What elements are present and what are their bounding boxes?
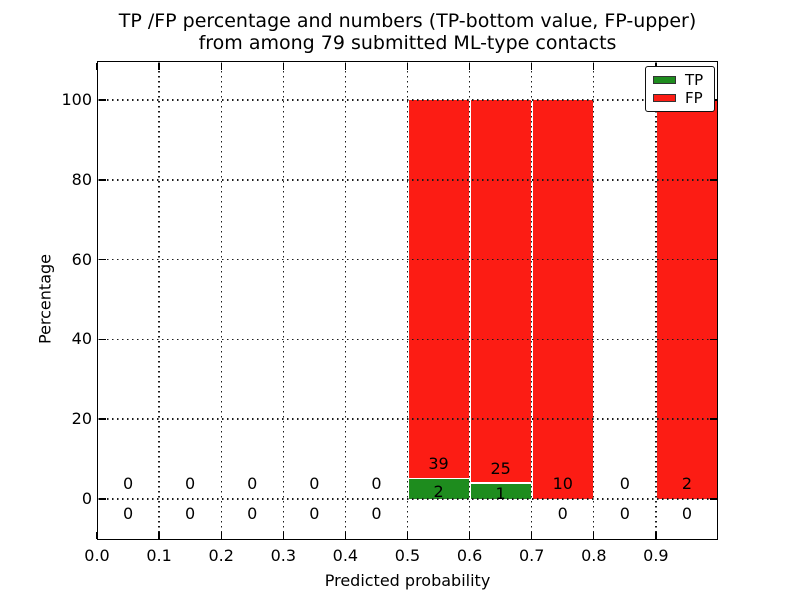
tp-count-label: 0 xyxy=(681,503,693,523)
x-tick-mark-top xyxy=(158,62,160,70)
x-tick-mark-top xyxy=(468,62,471,70)
x-tick-mark-bottom xyxy=(344,531,347,539)
x-tick-label: 0.6 xyxy=(456,546,483,565)
tp-count-label: 0 xyxy=(619,503,630,523)
v-gridline xyxy=(655,61,657,540)
y-tick-mark-left xyxy=(98,498,106,500)
bars-layer xyxy=(97,61,718,540)
x-tick-mark-top xyxy=(531,62,533,70)
v-gridline xyxy=(344,61,347,540)
y-tick-mark-right xyxy=(709,498,717,500)
x-tick-mark-top xyxy=(593,62,595,70)
tp-bar-segment xyxy=(408,479,469,499)
v-gridline xyxy=(220,61,222,540)
v-gridline xyxy=(468,61,471,540)
y-tick-label: 60 xyxy=(71,249,92,269)
x-tick-mark-bottom xyxy=(406,531,409,539)
y-tick-mark-right xyxy=(709,258,717,261)
y-tick-mark-left xyxy=(98,338,106,341)
tp-count-label: 0 xyxy=(122,503,134,523)
x-tick-label: 0.8 xyxy=(581,546,607,565)
fp-bar-segment xyxy=(656,100,717,499)
tp-count-label: 0 xyxy=(247,503,258,523)
x-tick-mark-top xyxy=(282,62,284,70)
legend: TP FP xyxy=(645,66,715,112)
chart-title-line1: TP /FP percentage and numbers (TP-bottom… xyxy=(118,10,697,32)
tp-legend-swatch xyxy=(653,75,676,84)
y-tick-mark-left xyxy=(98,258,106,261)
x-tick-label: 0.1 xyxy=(146,546,172,565)
x-tick-mark-bottom xyxy=(158,531,160,539)
tp-count-label: 0 xyxy=(309,503,320,523)
fp-count-label: 0 xyxy=(371,473,382,493)
chart-title-line2: from among 79 submitted ML-type contacts xyxy=(198,32,617,54)
legend-item: FP xyxy=(653,90,707,106)
x-tick-mark-bottom xyxy=(220,531,222,539)
legend-label: FP xyxy=(685,89,703,108)
x-tick-mark-top xyxy=(96,62,98,70)
legend-label: TP xyxy=(685,70,704,89)
fp-bar-segment xyxy=(470,100,531,483)
v-gridline xyxy=(593,61,595,540)
x-tick-label: 0.2 xyxy=(208,546,234,565)
v-gridline xyxy=(406,61,409,540)
x-tick-mark-bottom xyxy=(468,531,471,539)
x-axis-label: Predicted probability xyxy=(324,571,491,590)
fp-count-label: 2 xyxy=(681,473,693,493)
grid-layer xyxy=(97,61,718,540)
y-tick-label: 40 xyxy=(71,329,92,349)
chart-title: TP /FP percentage and numbers (TP-bottom… xyxy=(97,10,718,54)
x-tick-mark-bottom xyxy=(655,531,657,539)
tp-count-label: 2 xyxy=(433,482,444,502)
x-tick-mark-bottom xyxy=(593,531,595,539)
x-tick-mark-bottom xyxy=(96,531,98,539)
x-tick-mark-top xyxy=(344,62,347,70)
v-gridline xyxy=(531,61,533,540)
y-tick-label: 20 xyxy=(71,409,92,429)
y-tick-mark-right xyxy=(709,338,717,341)
tp-count-label: 1 xyxy=(495,484,506,504)
x-tick-mark-top xyxy=(406,62,409,70)
fp-count-label: 0 xyxy=(122,473,134,493)
y-tick-mark-right xyxy=(709,418,717,420)
fp-count-label: 0 xyxy=(309,473,320,493)
tp-count-label: 0 xyxy=(371,503,382,523)
y-tick-mark-left xyxy=(98,418,106,420)
tp-count-label: 0 xyxy=(557,503,568,523)
x-tick-label: 0.9 xyxy=(643,546,669,565)
y-tick-label: 0 xyxy=(81,488,92,508)
fp-count-label: 0 xyxy=(619,473,630,493)
x-tick-label: 0.0 xyxy=(84,546,110,565)
x-tick-label: 0.3 xyxy=(270,546,297,565)
fp-bar-segment xyxy=(532,100,593,499)
fp-count-label: 0 xyxy=(185,473,196,493)
fp-count-label: 39 xyxy=(428,454,449,474)
y-tick-label: 100 xyxy=(61,90,92,110)
plot-area: 0 0 0 0 0 0 0 0 0 0 39 2 25 1 10 0 0 0 2 0 TP FP xyxy=(96,61,718,540)
x-tick-label: 0.7 xyxy=(518,546,545,565)
x-tick-mark-bottom xyxy=(531,531,533,539)
fp-legend-swatch xyxy=(653,94,676,103)
y-tick-mark-right xyxy=(709,179,717,181)
tp-count-label: 0 xyxy=(185,503,196,523)
fp-count-label: 0 xyxy=(247,473,258,493)
x-tick-mark-bottom xyxy=(282,531,284,539)
v-gridline xyxy=(282,61,284,540)
fp-count-label: 25 xyxy=(490,458,511,478)
y-tick-mark-left xyxy=(98,99,106,101)
x-tick-label: 0.5 xyxy=(394,546,421,565)
y-tick-label: 80 xyxy=(71,169,92,189)
y-tick-mark-left xyxy=(98,179,106,181)
legend-item: TP xyxy=(653,72,707,88)
fp-bar-segment xyxy=(408,100,469,478)
bar-annotations-layer: 0 0 0 0 0 0 0 0 0 0 39 2 25 1 10 0 0 0 2 0 xyxy=(97,61,718,540)
v-gridline xyxy=(158,61,160,540)
x-tick-label: 0.4 xyxy=(332,546,359,565)
x-tick-mark-top xyxy=(220,62,222,70)
fp-count-label: 10 xyxy=(552,473,573,493)
tp-bar-segment xyxy=(470,483,531,499)
